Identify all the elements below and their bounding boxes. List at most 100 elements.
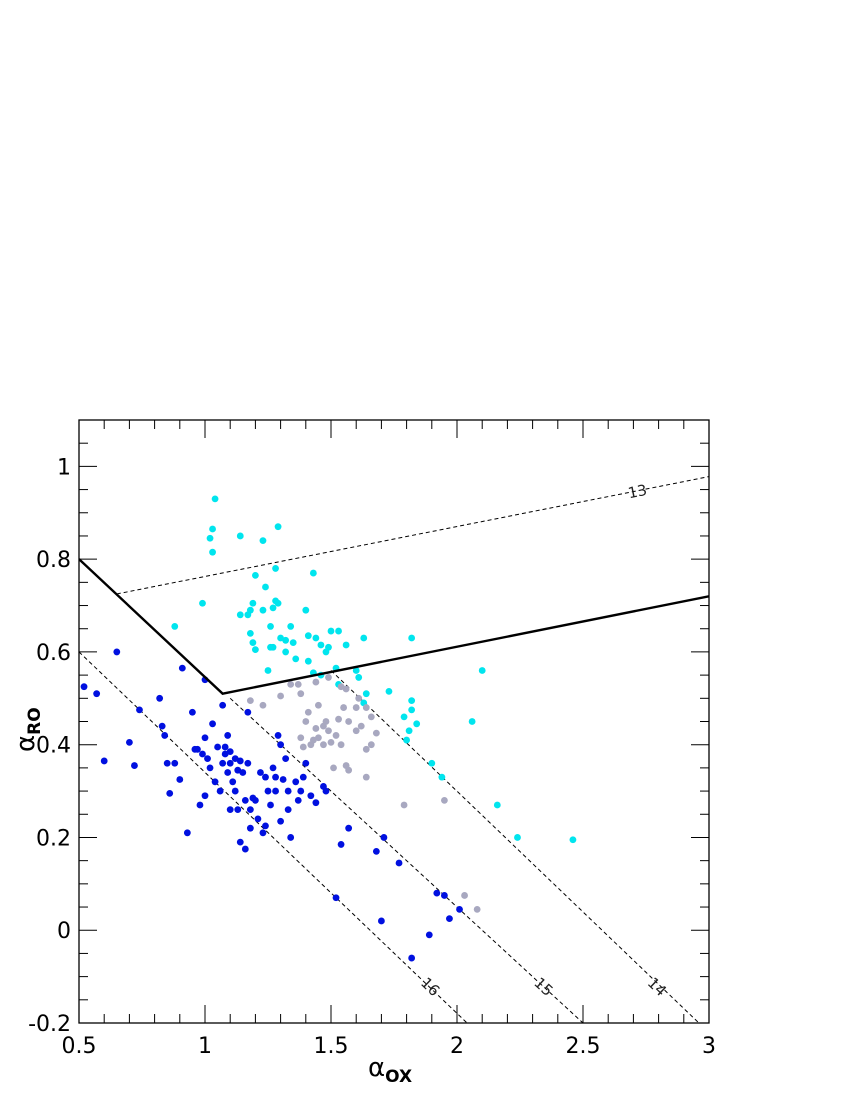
point-blue <box>380 834 388 841</box>
point-gray <box>352 727 360 735</box>
point-blue <box>204 755 211 763</box>
point-cyan <box>199 599 206 607</box>
point-cyan <box>274 599 282 607</box>
point-blue <box>322 787 330 795</box>
y-tick-label: 0.8 <box>36 548 71 573</box>
point-cyan <box>327 627 335 635</box>
point-cyan <box>408 697 416 705</box>
point-blue <box>219 701 227 709</box>
point-gray <box>325 674 332 681</box>
point-cyan <box>246 629 254 637</box>
point-gray <box>340 704 347 711</box>
point-blue <box>224 769 232 776</box>
point-cyan <box>385 687 393 695</box>
point-cyan <box>171 623 179 630</box>
point-gray <box>332 732 340 739</box>
point-cyan <box>249 639 257 647</box>
dashed-line-15 <box>229 697 584 1023</box>
point-cyan <box>304 657 312 665</box>
point-gray <box>330 764 337 772</box>
point-cyan <box>274 523 282 531</box>
point-gray <box>441 796 448 804</box>
point-blue <box>307 792 315 800</box>
point-cyan <box>304 632 312 640</box>
point-blue <box>277 741 284 749</box>
point-cyan <box>400 713 408 721</box>
point-blue <box>294 796 302 804</box>
point-cyan <box>362 690 370 698</box>
point-blue <box>262 822 269 830</box>
point-gray <box>297 734 305 742</box>
point-gray <box>337 741 345 749</box>
point-blue <box>226 759 234 767</box>
point-blue <box>176 776 184 783</box>
point-cyan <box>267 623 274 630</box>
point-blue <box>299 773 307 781</box>
point-blue <box>252 796 259 804</box>
point-cyan <box>246 606 254 614</box>
point-blue <box>433 889 441 897</box>
point-blue <box>171 759 179 767</box>
point-blue <box>372 847 380 855</box>
plot-frame <box>78 419 710 1024</box>
point-blue <box>224 732 232 739</box>
point-gray <box>325 727 332 735</box>
axis-ticks <box>78 419 710 1024</box>
boundary-polyline <box>79 558 709 695</box>
point-gray <box>259 701 267 709</box>
point-cyan <box>259 537 267 544</box>
point-blue <box>136 706 143 714</box>
point-blue <box>216 787 224 795</box>
point-blue <box>231 787 239 795</box>
x-tick-label: 2.5 <box>566 1034 601 1059</box>
point-blue <box>312 799 320 807</box>
point-blue <box>269 764 277 772</box>
point-blue <box>284 806 292 814</box>
point-gray <box>352 704 360 711</box>
point-cyan <box>468 718 476 725</box>
point-blue <box>279 776 287 783</box>
point-blue <box>80 683 88 691</box>
point-cyan <box>262 583 269 591</box>
point-cyan <box>352 667 360 674</box>
y-tick-label: 0.2 <box>36 826 71 851</box>
point-blue <box>274 732 282 739</box>
point-blue <box>254 815 262 823</box>
point-gray <box>315 701 322 709</box>
point-cyan <box>209 525 216 533</box>
point-gray <box>367 713 375 721</box>
x-tick-label: 1.5 <box>314 1034 349 1059</box>
point-blue <box>246 824 254 832</box>
point-blue <box>201 792 209 800</box>
x-tick-label: 3 <box>702 1034 716 1059</box>
point-blue <box>287 834 295 841</box>
point-cyan <box>282 636 290 644</box>
point-gray <box>277 692 284 700</box>
point-blue <box>267 801 274 809</box>
point-blue <box>441 892 448 899</box>
point-gray <box>362 704 370 711</box>
point-cyan <box>282 648 290 656</box>
point-cyan <box>249 599 257 607</box>
dashed-line-13 <box>116 476 709 595</box>
point-cyan <box>312 634 320 642</box>
point-cyan <box>272 565 279 572</box>
y-tick-label: 0.6 <box>36 641 71 666</box>
point-blue <box>161 732 169 739</box>
point-blue <box>158 722 166 730</box>
y-tick-label: 0 <box>57 919 71 944</box>
point-cyan <box>317 641 325 649</box>
point-cyan <box>209 548 216 556</box>
point-blue <box>189 708 196 716</box>
point-blue <box>219 759 227 767</box>
point-blue <box>211 778 219 786</box>
point-blue <box>125 738 133 746</box>
point-gray <box>297 690 305 698</box>
point-blue <box>378 917 385 925</box>
point-cyan <box>302 606 310 614</box>
point-cyan <box>206 534 214 542</box>
point-blue <box>214 743 222 751</box>
point-cyan <box>405 727 413 735</box>
